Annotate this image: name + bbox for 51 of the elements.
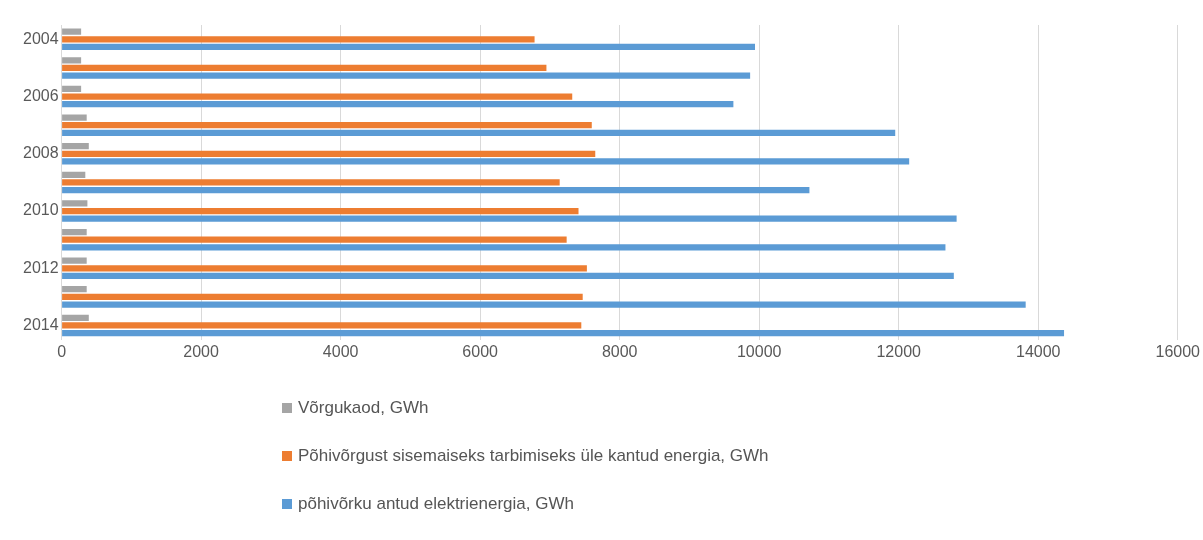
bar [62, 322, 582, 329]
bar [62, 200, 88, 207]
bar [62, 329, 1065, 337]
bar [62, 207, 579, 215]
bar [62, 101, 734, 108]
bar [62, 244, 946, 251]
bar [62, 171, 86, 178]
bar [62, 43, 756, 51]
y-tick-label: 2012 [23, 258, 59, 276]
x-tick-label: 6000 [462, 342, 499, 360]
y-tick-label: 2006 [23, 86, 59, 104]
bar [62, 286, 87, 293]
bar [62, 272, 954, 280]
bar [62, 265, 587, 272]
bar [62, 215, 957, 222]
bar [62, 179, 560, 186]
bar [62, 72, 751, 79]
bar [62, 122, 592, 129]
x-tick-label: 14000 [1015, 342, 1061, 360]
bar [62, 236, 567, 243]
x-tick-label: 4000 [322, 342, 359, 360]
bar [62, 64, 547, 72]
bar [62, 28, 82, 35]
legend-label: Võrgukaod, GWh [298, 398, 429, 418]
x-tick-label: 2000 [183, 342, 220, 360]
bar [62, 301, 1026, 308]
bar [62, 257, 87, 264]
bar [62, 228, 87, 236]
y-tick-label: 2014 [23, 315, 59, 333]
bar [62, 57, 82, 64]
y-tick-label: 2010 [23, 201, 59, 219]
bar [62, 143, 89, 150]
bar [62, 150, 596, 157]
bar [62, 129, 896, 136]
x-tick-label: 8000 [601, 342, 638, 360]
y-tick-label: 2004 [23, 29, 59, 47]
legend-label: Põhivõrgust sisemaiseks tarbimiseks üle kantud energia, GWh [298, 446, 769, 466]
bar [62, 186, 810, 194]
bar [62, 85, 82, 93]
bar [62, 114, 87, 121]
x-tick-label: 0 [57, 342, 67, 360]
y-tick-label: 2008 [23, 144, 59, 162]
x-tick-label: 16000 [1155, 342, 1201, 360]
bar [62, 36, 535, 43]
x-tick-label: 10000 [736, 342, 782, 360]
bar [62, 314, 89, 321]
x-tick-label: 12000 [876, 342, 922, 360]
bar [62, 158, 910, 165]
bar [62, 293, 583, 300]
legend-label: põhivõrku antud elektrienergia, GWh [298, 494, 574, 514]
bar [62, 93, 573, 100]
